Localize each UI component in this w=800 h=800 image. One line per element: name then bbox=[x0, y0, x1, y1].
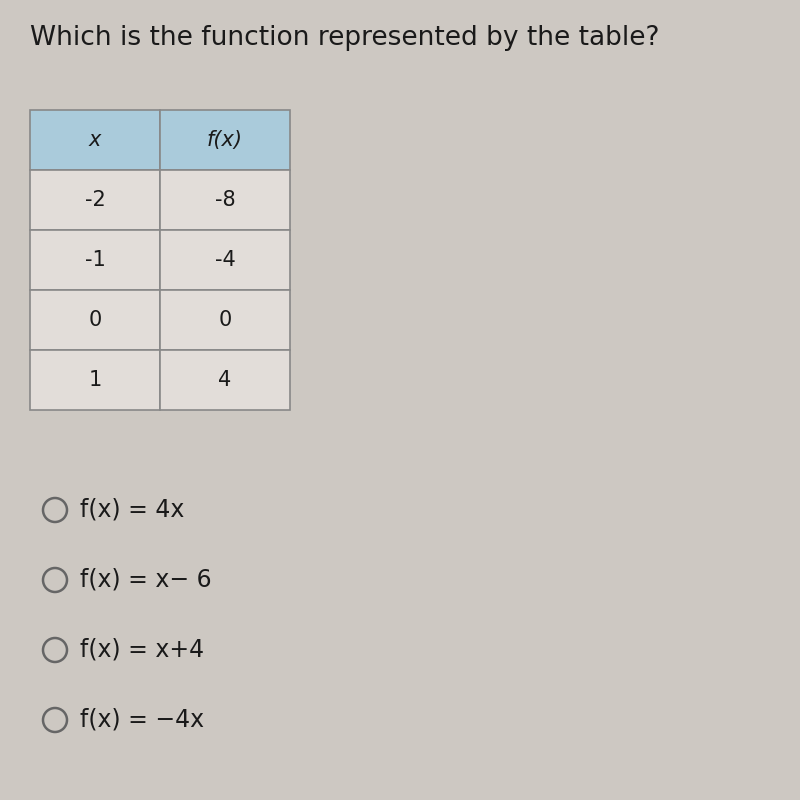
Bar bbox=[30, 230, 160, 290]
Text: f(x) = x+4: f(x) = x+4 bbox=[80, 638, 204, 662]
Text: -8: -8 bbox=[214, 190, 235, 210]
Text: -4: -4 bbox=[214, 250, 235, 270]
Text: 4: 4 bbox=[218, 370, 232, 390]
Text: 1: 1 bbox=[88, 370, 102, 390]
Bar bbox=[160, 350, 290, 410]
Text: -1: -1 bbox=[85, 250, 106, 270]
Text: f(x): f(x) bbox=[207, 130, 243, 150]
Bar bbox=[160, 290, 290, 350]
Bar bbox=[30, 290, 160, 350]
Bar bbox=[160, 170, 290, 230]
Text: Which is the function represented by the table?: Which is the function represented by the… bbox=[30, 25, 659, 51]
Bar bbox=[30, 170, 160, 230]
Text: 0: 0 bbox=[88, 310, 102, 330]
Text: 0: 0 bbox=[218, 310, 232, 330]
Bar bbox=[160, 230, 290, 290]
Bar bbox=[30, 110, 160, 170]
Bar bbox=[160, 110, 290, 170]
Bar bbox=[30, 350, 160, 410]
Text: f(x) = x− 6: f(x) = x− 6 bbox=[80, 568, 212, 592]
Text: f(x) = 4x: f(x) = 4x bbox=[80, 498, 184, 522]
Text: x: x bbox=[89, 130, 101, 150]
Text: -2: -2 bbox=[85, 190, 106, 210]
Text: f(x) = −4x: f(x) = −4x bbox=[80, 708, 204, 732]
